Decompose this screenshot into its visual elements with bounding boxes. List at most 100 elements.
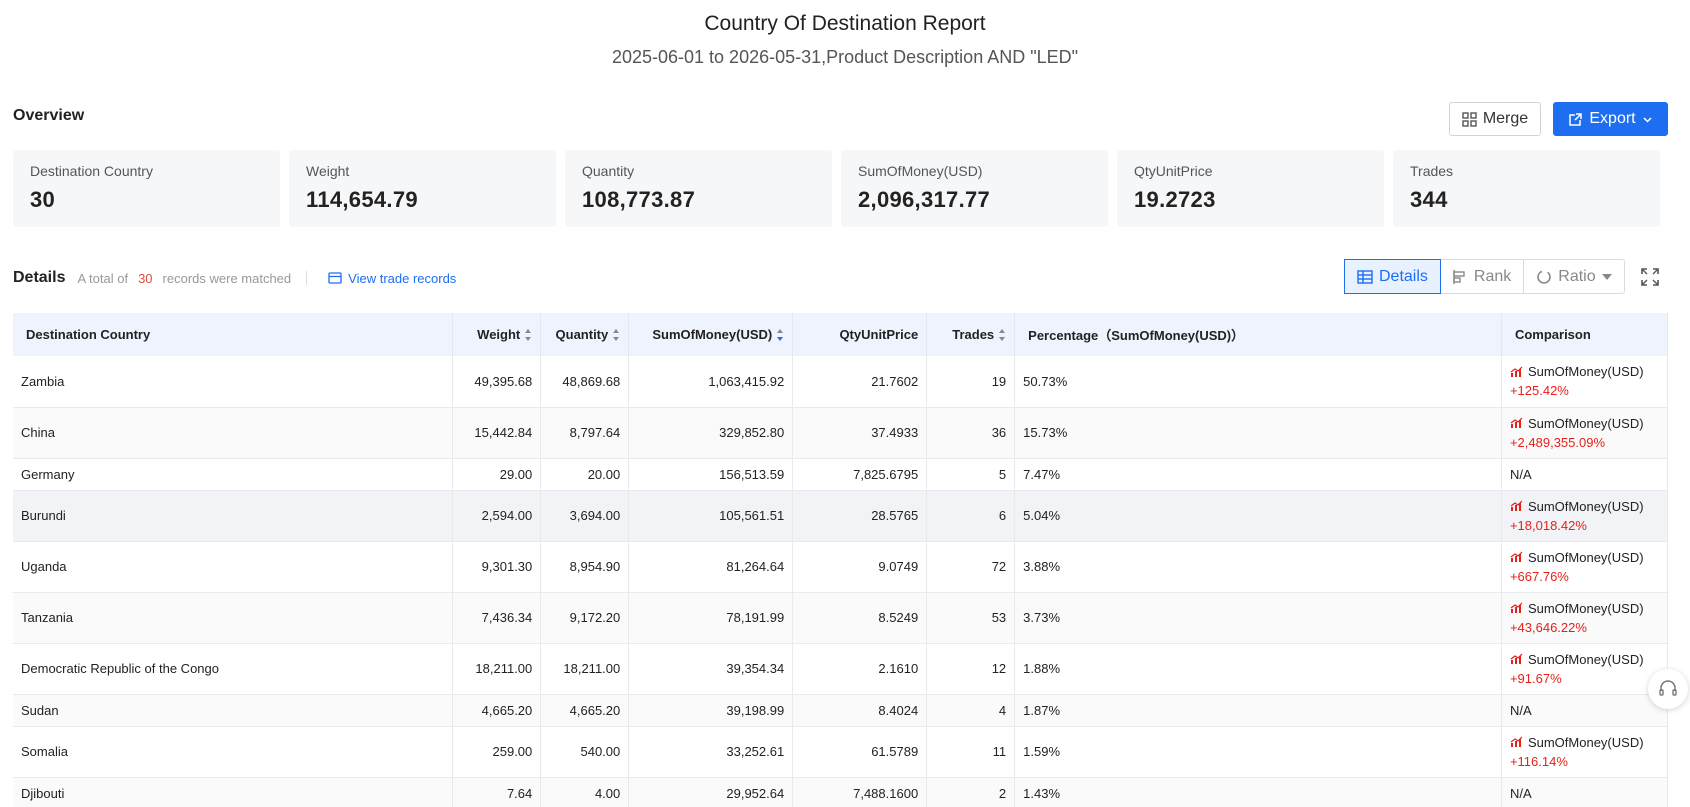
cell-quantity: 8,797.64 xyxy=(540,407,630,459)
col-header-sum-of-money[interactable]: SumOfMoney(USD) xyxy=(628,313,794,356)
stat-value: 344 xyxy=(1410,187,1448,212)
cell-percentage: 50.73% xyxy=(1014,356,1502,408)
comparison-metric-label: SumOfMoney(USD) xyxy=(1527,415,1644,431)
col-header-weight[interactable]: Weight xyxy=(452,313,542,356)
col-header-comparison[interactable]: Comparison xyxy=(1501,313,1669,356)
trend-icon xyxy=(1510,602,1523,613)
cell-trades: 19 xyxy=(926,356,1016,408)
cell-comparison: SumOfMoney(USD) +116.14% xyxy=(1501,726,1669,778)
tab-details[interactable]: Details xyxy=(1344,259,1441,294)
details-bar: Details A total of 30 records were matched… xyxy=(13,266,456,290)
sort-desc-icon xyxy=(777,329,784,342)
comparison-na: N/A xyxy=(1509,785,1532,801)
table-row[interactable]: Democratic Republic of the Congo 18,211.0… xyxy=(13,643,1669,695)
view-trade-records-link[interactable]: View trade records xyxy=(328,271,456,286)
tab-rank[interactable]: Rank xyxy=(1440,260,1525,293)
cell-qty-unit-price: 37.4933 xyxy=(792,407,928,459)
table-row[interactable]: China 15,442.84 8,797.64 329,852.80 37.4933 3… xyxy=(13,407,1669,459)
details-heading: Details xyxy=(13,269,66,286)
col-header-percentage[interactable]: Percentage（SumOfMoney(USD)） xyxy=(1014,313,1502,356)
details-table: Destination Country Weight Quantity SumO… xyxy=(13,313,1669,807)
table-row[interactable]: Tanzania 7,436.34 9,172.20 78,191.99 8.5249 5… xyxy=(13,592,1669,644)
table-row[interactable]: Sudan 4,665.20 4,665.20 39,198.99 8.4024 4 1.8… xyxy=(13,694,1669,727)
divider xyxy=(306,271,308,285)
tab-details-label: Details xyxy=(1379,267,1428,285)
cell-trades: 53 xyxy=(926,592,1016,644)
cell-sum-of-money: 29,952.64 xyxy=(628,777,794,807)
cell-trades: 11 xyxy=(926,726,1016,778)
cell-qty-unit-price: 9.0749 xyxy=(792,541,928,593)
col-header-quantity[interactable]: Quantity xyxy=(540,313,630,356)
customer-support-button[interactable] xyxy=(1648,669,1688,709)
stat-value: 108,773.87 xyxy=(582,187,696,212)
cell-quantity: 3,694.00 xyxy=(540,490,630,542)
table-icon xyxy=(1357,269,1373,284)
view-link-label: View trade records xyxy=(348,270,457,286)
cell-qty-unit-price: 7,488.1600 xyxy=(792,777,928,807)
cell-percentage: 5.04% xyxy=(1014,490,1502,542)
cell-sum-of-money: 33,252.61 xyxy=(628,726,794,778)
count-prefix: A total of xyxy=(77,270,129,286)
cell-sum-of-money: 1,063,415.92 xyxy=(628,356,794,408)
cell-percentage: 1.88% xyxy=(1014,643,1502,695)
merge-label: Merge xyxy=(1482,110,1529,127)
report-title: Country Of Destination Report xyxy=(704,12,986,35)
stat-value: 114,654.79 xyxy=(306,187,418,212)
cell-country: Somalia xyxy=(13,726,454,778)
cell-country: Djibouti xyxy=(13,777,454,807)
cell-percentage: 15.73% xyxy=(1014,407,1502,459)
col-header-country[interactable]: Destination Country xyxy=(13,313,454,356)
table-row[interactable]: Uganda 9,301.30 8,954.90 81,264.64 9.0749 72 3… xyxy=(13,541,1669,593)
cell-weight: 49,395.68 xyxy=(452,356,542,408)
export-button[interactable]: Export xyxy=(1553,102,1668,136)
fullscreen-icon[interactable] xyxy=(1640,267,1660,287)
stat-label: SumOfMoney(USD) xyxy=(858,163,983,179)
comparison-metric-label: SumOfMoney(USD) xyxy=(1527,600,1644,616)
cell-comparison: SumOfMoney(USD) +125.42% xyxy=(1501,356,1669,408)
cell-comparison: SumOfMoney(USD) +91.67% xyxy=(1501,643,1669,695)
cell-trades: 4 xyxy=(926,694,1016,727)
table-row[interactable]: Burundi 2,594.00 3,694.00 105,561.51 28.5765… xyxy=(13,490,1669,542)
comparison-metric: SumOfMoney(USD) xyxy=(1510,601,1659,616)
comparison-metric-label: SumOfMoney(USD) xyxy=(1527,651,1644,667)
view-mode-switch: Details Rank Ratio xyxy=(1344,259,1625,294)
caret-down-icon xyxy=(1601,273,1612,280)
cell-quantity: 48,869.68 xyxy=(540,356,630,408)
cell-comparison: N/A xyxy=(1501,694,1669,727)
col-header-qty-unit-price[interactable]: QtyUnitPrice xyxy=(792,313,928,356)
cell-quantity: 18,211.00 xyxy=(540,643,630,695)
cell-sum-of-money: 39,198.99 xyxy=(628,694,794,727)
cell-percentage: 1.87% xyxy=(1014,694,1502,727)
comparison-value: +43,646.22% xyxy=(1509,619,1587,635)
cell-sum-of-money: 329,852.80 xyxy=(628,407,794,459)
trend-icon xyxy=(1510,366,1523,377)
comparison-na: N/A xyxy=(1509,466,1532,482)
cell-comparison: SumOfMoney(USD) +18,018.42% xyxy=(1501,490,1669,542)
cell-qty-unit-price: 21.7602 xyxy=(792,356,928,408)
table-row[interactable]: Somalia 259.00 540.00 33,252.61 61.5789 11 1.5… xyxy=(13,726,1669,778)
cell-trades: 12 xyxy=(926,643,1016,695)
comparison-value: +2,489,355.09% xyxy=(1509,434,1606,450)
cell-weight: 259.00 xyxy=(452,726,542,778)
sort-icon xyxy=(999,329,1006,342)
cell-sum-of-money: 105,561.51 xyxy=(628,490,794,542)
cell-qty-unit-price: 61.5789 xyxy=(792,726,928,778)
table-row[interactable]: Germany 29.00 20.00 156,513.59 7,825.6795 5 7.… xyxy=(13,458,1669,491)
tab-ratio[interactable]: Ratio xyxy=(1524,260,1623,293)
cell-country: Germany xyxy=(13,458,454,491)
stat-label: QtyUnitPrice xyxy=(1134,163,1213,179)
table-row[interactable]: Zambia 49,395.68 48,869.68 1,063,415.92 21.7… xyxy=(13,356,1669,408)
stat-label: Destination Country xyxy=(30,163,153,179)
comparison-value: +18,018.42% xyxy=(1509,517,1587,533)
table-row[interactable]: Djibouti 7.64 4.00 29,952.64 7,488.1600 2 1.43… xyxy=(13,777,1669,807)
stat-card-sum-of-money: SumOfMoney(USD) 2,096,317.77 xyxy=(841,150,1108,227)
cell-quantity: 540.00 xyxy=(540,726,630,778)
cell-comparison: N/A xyxy=(1501,458,1669,491)
col-header-trades[interactable]: Trades xyxy=(926,313,1016,356)
cell-country: China xyxy=(13,407,454,459)
merge-button[interactable]: Merge xyxy=(1449,102,1541,136)
table-header-row: Destination Country Weight Quantity SumO… xyxy=(13,313,1669,356)
stat-label: Quantity xyxy=(582,163,635,179)
cell-weight: 7.64 xyxy=(452,777,542,807)
export-icon xyxy=(1569,112,1583,126)
